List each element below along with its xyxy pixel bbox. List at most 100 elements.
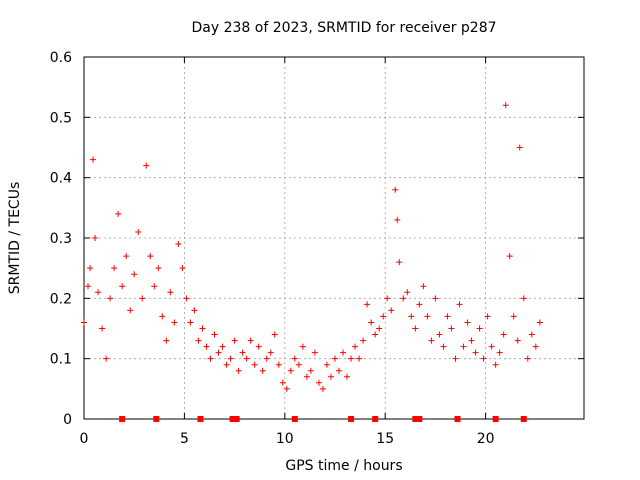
data-point [155, 265, 162, 272]
data-point [432, 295, 439, 302]
data-points [81, 102, 543, 392]
data-point [295, 361, 302, 368]
data-point [287, 367, 294, 374]
data-point [299, 343, 306, 350]
data-point [90, 156, 97, 163]
data-point [199, 325, 206, 332]
data-point [183, 295, 190, 302]
data-point [476, 325, 483, 332]
zero-marker [153, 416, 160, 422]
data-point [394, 216, 401, 223]
y-tick-label: 0.1 [50, 352, 72, 368]
data-point [336, 367, 343, 374]
data-point [187, 319, 194, 326]
zero-marker [492, 416, 499, 422]
x-tick-label: 20 [477, 431, 495, 447]
data-point [211, 331, 218, 338]
data-point [311, 349, 318, 356]
data-point [259, 367, 266, 374]
x-axis-label: GPS time / hours [285, 458, 402, 474]
data-point [444, 313, 451, 320]
data-point [500, 331, 507, 338]
axis-ticks [83, 56, 584, 420]
data-point [452, 355, 459, 362]
data-point [191, 307, 198, 314]
data-point [344, 373, 351, 380]
data-point [488, 343, 495, 350]
data-point [219, 343, 226, 350]
zero-marker [372, 416, 379, 422]
x-tick-label: 15 [376, 431, 394, 447]
data-point [532, 343, 539, 350]
data-point [376, 325, 383, 332]
data-point [510, 313, 517, 320]
data-point [175, 241, 182, 248]
data-point [195, 337, 202, 344]
y-tick-label: 0.4 [50, 171, 72, 187]
data-point [227, 355, 234, 362]
data-point [440, 343, 447, 350]
data-point [392, 186, 399, 193]
data-point [139, 295, 146, 302]
zero-marker [233, 416, 240, 422]
zero-marker [291, 416, 298, 422]
data-point [400, 295, 407, 302]
data-point [279, 379, 286, 386]
data-point [496, 349, 503, 356]
data-point [384, 295, 391, 302]
data-point [456, 301, 463, 308]
data-point [119, 283, 126, 290]
data-point [388, 307, 395, 314]
data-point [372, 331, 379, 338]
data-point [360, 337, 367, 344]
data-point [203, 343, 210, 350]
data-point [263, 355, 270, 362]
data-point [92, 235, 99, 241]
data-point [424, 313, 431, 320]
data-point [127, 307, 134, 314]
x-tick-label: 10 [276, 431, 294, 447]
data-point [448, 325, 455, 332]
data-point [215, 349, 222, 356]
data-point [516, 144, 523, 151]
data-point [396, 259, 403, 266]
y-tick-label: 0.2 [50, 291, 72, 307]
x-tick-label: 5 [180, 431, 189, 447]
data-point [506, 253, 513, 260]
grid-lines [84, 57, 584, 419]
data-point [368, 319, 375, 326]
data-point [528, 331, 535, 338]
data-point [167, 289, 174, 296]
data-point [231, 337, 238, 344]
data-point [404, 289, 411, 296]
data-point [315, 379, 322, 386]
data-point [171, 319, 178, 326]
data-point [323, 361, 330, 368]
data-point [115, 210, 122, 217]
data-point [492, 361, 499, 368]
data-point [514, 337, 521, 344]
data-point [428, 337, 435, 344]
data-point [364, 301, 371, 308]
data-point [151, 283, 158, 290]
data-point [536, 319, 543, 326]
data-point [143, 162, 150, 169]
zero-marker [454, 416, 461, 422]
data-point [239, 349, 246, 356]
y-tick-label: 0 [63, 412, 72, 428]
data-point [247, 337, 254, 344]
data-point [85, 283, 92, 290]
data-point [332, 355, 339, 362]
chart-title: Day 238 of 2023, SRMTID for receiver p28… [191, 20, 496, 36]
data-point [87, 265, 94, 272]
data-point [420, 283, 427, 290]
data-point [408, 313, 415, 320]
zero-marker [412, 416, 419, 422]
y-tick-label: 0.6 [50, 50, 72, 66]
data-point [275, 361, 282, 368]
data-point [251, 361, 258, 368]
data-point [352, 343, 359, 350]
zero-marker [119, 416, 126, 422]
data-point [460, 343, 467, 350]
data-point [103, 355, 110, 362]
